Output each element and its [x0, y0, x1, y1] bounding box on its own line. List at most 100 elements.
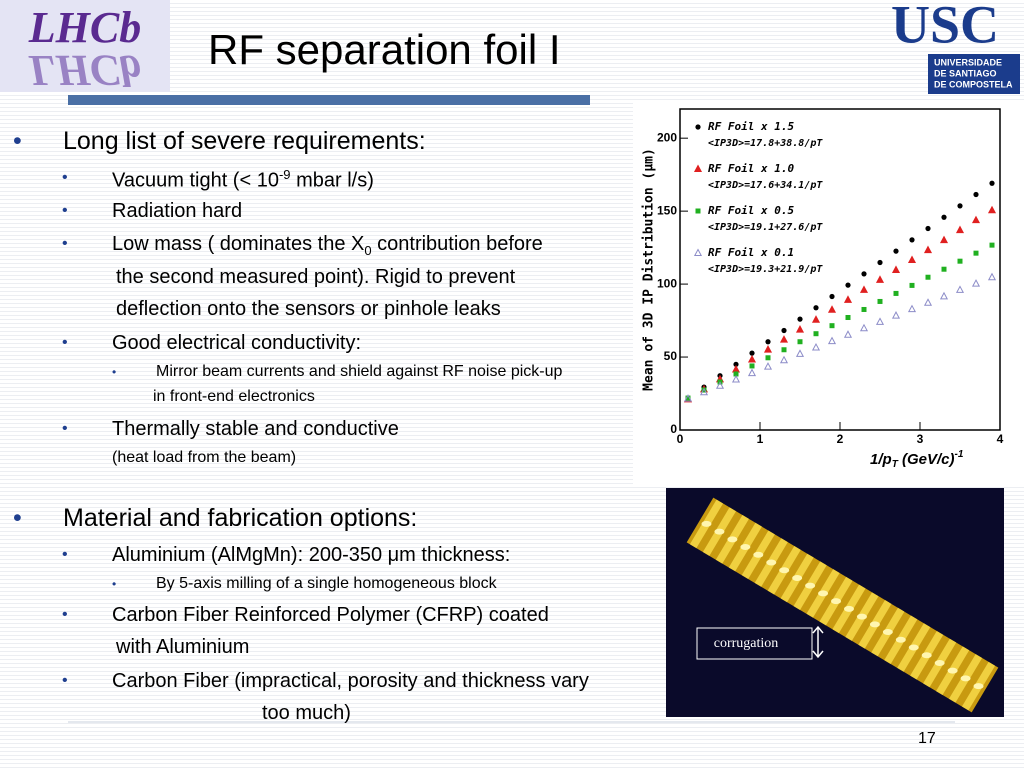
point [795, 325, 805, 333]
plot-bg [633, 100, 1024, 485]
legend-name: RF Foil x 0.5 [708, 204, 794, 217]
continuation: in front-end electronics [153, 388, 315, 405]
foil-spot [792, 574, 803, 581]
x-tick-label: 3 [917, 432, 924, 446]
bullet: Aluminium (AlMgMn): 200-350 μm thickness… [62, 544, 510, 567]
point [695, 124, 701, 130]
point [909, 282, 915, 288]
point [731, 374, 741, 383]
point [987, 272, 997, 281]
legend-name: RF Foil x 1.5 [708, 120, 794, 133]
legend-formula: <IP3D>=17.8+38.8/pT [708, 138, 823, 149]
y-tick-label: 0 [670, 422, 677, 436]
bullet: Low mass ( dominates the X0 contribution… [62, 233, 543, 258]
point [955, 225, 965, 234]
legend-formula: <IP3D>=19.1+27.6/pT [708, 222, 823, 233]
continuation: (heat load from the beam) [112, 449, 297, 466]
point [987, 205, 997, 214]
point [989, 242, 995, 248]
foil-spot [934, 659, 945, 666]
point [733, 371, 739, 377]
y-tick-label: 150 [657, 203, 677, 217]
point [829, 323, 835, 329]
point [971, 215, 981, 224]
point [811, 342, 821, 351]
legend-formula: <IP3D>=17.6+34.1/pT [708, 180, 823, 191]
point [827, 336, 837, 345]
point [749, 363, 755, 369]
point [781, 347, 787, 353]
bullet: By 5-axis milling of a single homogeneou… [112, 575, 497, 593]
point [693, 164, 703, 172]
point [861, 306, 867, 312]
x-axis-label-part: T [892, 459, 899, 470]
bullet: Vacuum tight (< 10-9 mbar l/s) [62, 167, 374, 193]
legend-name: RF Foil x 0.1 [708, 246, 794, 259]
point [907, 255, 917, 264]
point [747, 354, 757, 363]
point [813, 305, 819, 311]
point [693, 248, 703, 256]
bullet: Thermally stable and conductive [62, 418, 399, 441]
point [925, 225, 931, 232]
point [763, 362, 773, 370]
point [779, 355, 789, 364]
foil-spot [818, 590, 829, 597]
point [891, 265, 901, 273]
point [845, 315, 851, 321]
foil-spot [740, 544, 751, 551]
logo-right-sub: UNIVERSIDADE [934, 57, 1002, 67]
bullet: Long list of severe requirements: [13, 127, 426, 156]
foil-spot [843, 605, 854, 612]
bullet: Carbon Fiber Reinforced Polymer (CFRP) c… [62, 604, 549, 627]
foil-spot [831, 598, 842, 605]
foil-spot [921, 652, 932, 659]
point [973, 250, 979, 256]
continuation: the second measured point). Rigid to pre… [116, 266, 516, 288]
text: Low mass ( dominates the X [112, 233, 365, 255]
foil-spot [908, 644, 919, 651]
point [923, 298, 933, 306]
x-tick-label: 0 [677, 432, 684, 446]
point [893, 290, 899, 296]
x-axis-label: 1/pT (GeV/c)-1 [870, 449, 964, 470]
x-tick-label: 2 [837, 432, 844, 446]
point [811, 315, 821, 323]
y-tick-label: 200 [657, 130, 677, 144]
bullet: Mirror beam currents and shield against … [112, 363, 562, 381]
bullet: Good electrical conductivity: [62, 332, 361, 355]
point [699, 387, 709, 396]
point [875, 275, 885, 283]
point [747, 368, 757, 377]
point [797, 339, 803, 345]
point [957, 203, 963, 209]
logo-left-reflection: LHCb [28, 46, 141, 95]
x-tick-label: 1 [757, 432, 764, 446]
point [695, 208, 701, 214]
foil-spot [701, 520, 712, 527]
foil-spot [960, 675, 971, 682]
point [843, 295, 853, 303]
point [715, 381, 725, 389]
logo-left: LHCb [28, 3, 141, 52]
point [861, 271, 867, 277]
point [989, 180, 995, 186]
continuation: too much) [262, 702, 351, 724]
point [859, 285, 869, 293]
point [859, 323, 869, 332]
foil-spot [727, 536, 738, 543]
image-caption: corrugation [714, 636, 779, 651]
foil-spot [947, 667, 958, 674]
point [957, 258, 963, 264]
point [813, 331, 819, 337]
point [891, 311, 901, 319]
sup: -9 [278, 167, 291, 182]
point [925, 274, 931, 280]
bullet: Material and fabrication options: [13, 504, 417, 533]
point [733, 361, 739, 367]
point [845, 282, 851, 288]
point [939, 235, 949, 244]
arrow [812, 625, 824, 659]
foil-spot [869, 621, 880, 628]
